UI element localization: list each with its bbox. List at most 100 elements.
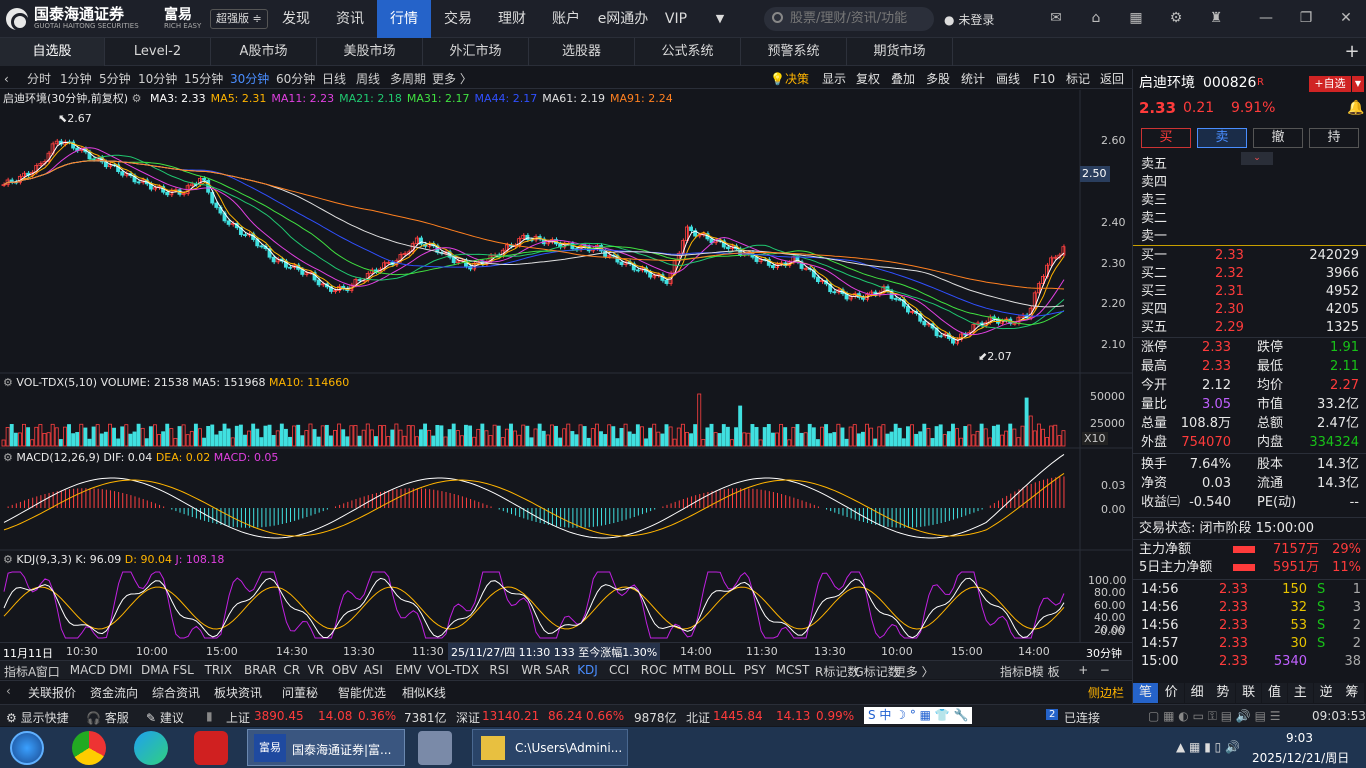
tab-us-stock[interactable]: 美股市场 xyxy=(317,38,423,66)
taskbar-window-explorer[interactable]: C:\Users\Admini... xyxy=(472,729,628,766)
indicator-23[interactable]: MCST xyxy=(775,663,810,677)
nav-news[interactable]: 资讯 xyxy=(336,11,364,27)
indicator-6[interactable]: TRIX xyxy=(204,663,233,677)
expand-icon[interactable]: ⌄ xyxy=(1241,152,1273,165)
panel-tab-4[interactable]: 联 xyxy=(1236,683,1262,703)
func-ask-secretary[interactable]: 问董秘 xyxy=(282,686,319,700)
indicator-29[interactable]: + xyxy=(1078,663,1089,677)
indicator-8[interactable]: CR xyxy=(283,663,301,677)
add-watchlist-button[interactable]: +自选 xyxy=(1309,76,1351,92)
indicator-22[interactable]: PSY xyxy=(743,663,766,677)
indicator-14[interactable]: RSI xyxy=(489,663,509,677)
panel-tab-3[interactable]: 势 xyxy=(1210,683,1236,703)
mail-icon[interactable]: ✉ xyxy=(1050,10,1062,26)
ime-toolbar[interactable]: S 中 ☽ ° ▦ 👕 🔧 xyxy=(864,707,973,724)
func-smart-pick[interactable]: 智能优选 xyxy=(338,686,387,700)
decision-button[interactable]: 💡决策 xyxy=(770,72,809,86)
indicator-19[interactable]: ROC xyxy=(640,663,667,677)
tool-display[interactable]: 显示 xyxy=(822,72,847,86)
bell-icon[interactable]: 🔔 xyxy=(1347,100,1365,116)
func-sector-news[interactable]: 板块资讯 xyxy=(214,686,263,700)
sidebar-button[interactable]: 侧边栏 xyxy=(1088,686,1125,700)
indicator-4[interactable]: DMA xyxy=(141,663,169,677)
tab-alert[interactable]: 预警系统 xyxy=(741,38,847,66)
indicator-24[interactable]: R标记数 xyxy=(815,665,860,679)
indicator-13[interactable]: VOL-TDX xyxy=(427,663,480,677)
show-shortcuts[interactable]: ⚙ 显示快捷 xyxy=(6,711,69,725)
panel-tab-5[interactable]: 值 xyxy=(1262,683,1287,703)
indicator-5[interactable]: FSL xyxy=(172,663,194,677)
indicator-27[interactable]: 指标B xyxy=(1000,665,1033,679)
tab-watchlist[interactable]: 自选股 xyxy=(0,38,105,66)
period-more[interactable]: 更多 〉 xyxy=(432,72,472,86)
indicator-11[interactable]: ASI xyxy=(363,663,383,677)
tray-icons[interactable]: ▲ ▦ ▮ ▯ 🔊 xyxy=(1176,740,1240,754)
login-button[interactable]: ● 未登录 xyxy=(944,13,995,27)
period-10min[interactable]: 10分钟 xyxy=(138,72,178,86)
indicator-21[interactable]: BOLL xyxy=(704,663,736,677)
period-1min[interactable]: 1分钟 xyxy=(60,72,92,86)
nav-e-service[interactable]: e网通办 xyxy=(597,11,649,27)
gear-icon[interactable]: ⚙ xyxy=(1169,10,1183,26)
indicator-28[interactable]: 模 板 xyxy=(1031,665,1060,679)
period-timeshare[interactable]: 分时 xyxy=(27,72,52,86)
panel-tab-2[interactable]: 细 xyxy=(1184,683,1210,703)
panel-tab-8[interactable]: 筹 xyxy=(1339,683,1365,703)
indicator-12[interactable]: EMV xyxy=(395,663,422,677)
tab-forex[interactable]: 外汇市场 xyxy=(423,38,529,66)
indicator-3[interactable]: DMI xyxy=(109,663,133,677)
nav-account[interactable]: 账户 xyxy=(552,11,580,27)
chart-canvas[interactable] xyxy=(0,90,1132,642)
indicator-17[interactable]: KDJ xyxy=(577,663,598,677)
panel-tab-6[interactable]: 主 xyxy=(1287,683,1313,703)
tool-stats[interactable]: 统计 xyxy=(961,72,986,86)
shirt-icon[interactable]: ♜ xyxy=(1209,10,1223,26)
dropdown-icon[interactable]: ▼ xyxy=(1352,76,1364,92)
search-input[interactable]: 股票/理财/资讯/功能 xyxy=(764,7,934,31)
indicator-10[interactable]: OBV xyxy=(331,663,358,677)
add-tab-button[interactable]: + xyxy=(1344,41,1360,62)
period-30min[interactable]: 30分钟 xyxy=(230,72,270,86)
indicator-18[interactable]: CCI xyxy=(609,663,630,677)
indicator-20[interactable]: MTM xyxy=(672,663,701,677)
period-week[interactable]: 周线 xyxy=(356,72,381,86)
tab-a-share[interactable]: A股市场 xyxy=(211,38,317,66)
tab-formula[interactable]: 公式系统 xyxy=(635,38,741,66)
func-fund-flow[interactable]: 资金流向 xyxy=(90,686,139,700)
chrome-icon[interactable] xyxy=(72,731,106,765)
nav-market[interactable]: 行情 xyxy=(377,0,431,38)
period-multi[interactable]: 多周期 xyxy=(390,72,427,86)
nav-more-icon[interactable]: ▼ xyxy=(715,12,725,25)
panel-tab-1[interactable]: 价 xyxy=(1158,683,1184,703)
indicator-7[interactable]: BRAR xyxy=(244,663,277,677)
misc-app-icon[interactable] xyxy=(418,731,452,765)
period-5min[interactable]: 5分钟 xyxy=(99,72,131,86)
tool-draw[interactable]: 画线 xyxy=(996,72,1021,86)
cancel-order-button[interactable]: 撤 xyxy=(1253,128,1303,148)
period-60min[interactable]: 60分钟 xyxy=(276,72,316,86)
indicator-1[interactable]: 窗口 xyxy=(35,665,60,679)
indicator-30[interactable]: − xyxy=(1099,663,1110,677)
service-button[interactable]: 🎧 客服 xyxy=(86,711,129,725)
lock-icon[interactable]: ⌂ xyxy=(1091,10,1101,26)
tab-level2[interactable]: Level-2 xyxy=(105,38,211,66)
version-switch[interactable]: 超强版 ≑ xyxy=(210,9,268,29)
edge-icon[interactable] xyxy=(134,731,168,765)
func-similar-kline[interactable]: 相似K线 xyxy=(402,686,446,700)
tool-overlay[interactable]: 叠加 xyxy=(891,72,916,86)
tool-f10[interactable]: F10 xyxy=(1033,72,1056,86)
period-15min[interactable]: 15分钟 xyxy=(184,72,224,86)
panel-tab-0[interactable]: 笔 xyxy=(1133,683,1158,703)
tool-adjust[interactable]: 复权 xyxy=(856,72,881,86)
indicator-26[interactable]: 更多 〉 xyxy=(893,665,934,679)
period-day[interactable]: 日线 xyxy=(322,72,347,86)
panel-tab-7[interactable]: 逆 xyxy=(1313,683,1339,703)
func-related-quote[interactable]: 关联报价 xyxy=(28,686,77,700)
app-icon[interactable] xyxy=(194,731,228,765)
close-icon[interactable]: ✕ xyxy=(1340,10,1352,26)
indicator-25[interactable]: G标记数 xyxy=(854,665,900,679)
buy-button[interactable]: 买 xyxy=(1141,128,1191,148)
nav-finance[interactable]: 理财 xyxy=(498,11,526,27)
collapse-icon[interactable]: ‹ xyxy=(4,72,9,86)
minimize-icon[interactable]: — xyxy=(1259,10,1273,26)
